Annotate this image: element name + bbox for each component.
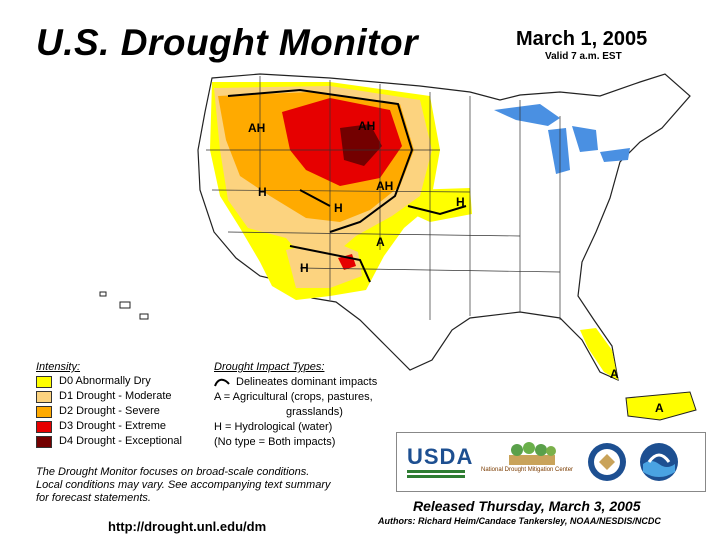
valid-time: Valid 7 a.m. EST (545, 51, 622, 62)
blurb-line: for forecast statements. (36, 492, 151, 504)
impact-delineation-lines (227, 88, 467, 283)
ndmc-logo-icon (509, 442, 556, 465)
legend-label: D4 Drought - Exceptional (59, 435, 182, 447)
doc-seal-icon (588, 443, 626, 481)
impact-label: AH (358, 119, 375, 133)
usda-logo-stripe (407, 470, 465, 473)
impact-line-icon (214, 378, 230, 387)
ndmc-logo-text: National Drought Mitigation Center (481, 467, 574, 473)
impact-line-3: grasslands) (286, 406, 343, 418)
legend-swatch (36, 421, 52, 433)
legend-label: D3 Drought - Extreme (59, 420, 166, 432)
impact-line-1: Delineates dominant impacts (236, 376, 378, 388)
impact-label: A (610, 367, 619, 381)
intensity-heading: Intensity: (36, 361, 81, 373)
great-lakes (494, 104, 630, 174)
impact-heading: Drought Impact Types: (214, 361, 325, 373)
footer-blurb: The Drought Monitor focuses on broad-sca… (36, 466, 386, 505)
drought-d4 (340, 124, 382, 166)
impact-line-4: H = Hydrological (water) (214, 421, 333, 433)
map-date: March 1, 2005 (516, 28, 648, 50)
usda-logo: USDA (407, 444, 474, 469)
impact-label: H (456, 195, 465, 209)
impact-label: H (334, 201, 343, 215)
authors: Authors: Richard Heim/Candace Tankersley… (378, 516, 661, 526)
impact-line-5: (No type = Both impacts) (214, 436, 336, 448)
legend-swatch (36, 436, 52, 448)
drought-d0-southeast (580, 328, 618, 380)
legend-swatch (36, 406, 52, 418)
impact-line-2: A = Agricultural (crops, pastures, (214, 391, 373, 403)
puerto-rico (625, 391, 697, 421)
legend-label: D1 Drought - Moderate (59, 390, 172, 402)
state-boundaries (206, 76, 561, 320)
blurb-line: The Drought Monitor focuses on broad-sca… (36, 466, 310, 478)
impact-label: AH (248, 121, 265, 135)
hawaii-islands (99, 291, 149, 320)
release-date: Released Thursday, March 3, 2005 (413, 498, 641, 514)
impact-label: AH (376, 179, 393, 193)
drought-d1-southwest (286, 240, 362, 288)
usda-logo-stripe (407, 475, 465, 478)
source-url[interactable]: http://drought.unl.edu/dm (108, 519, 267, 534)
impact-label: H (258, 185, 267, 199)
legend-label: D0 Abnormally Dry (59, 375, 151, 387)
legend-swatch (36, 376, 52, 388)
page-title: U.S. Drought Monitor (36, 22, 418, 63)
blurb-line: Local conditions may vary. See accompany… (36, 479, 331, 491)
drought-d0-plains (408, 188, 472, 222)
partner-logos: USDA National Drought Mitigation Center (396, 432, 706, 492)
impact-label: A (376, 235, 385, 249)
legend-swatch (36, 391, 52, 403)
legend-label: D2 Drought - Severe (59, 405, 160, 417)
impact-label: A (655, 401, 664, 415)
noaa-logo-icon (640, 443, 678, 481)
impact-label: H (300, 261, 309, 275)
